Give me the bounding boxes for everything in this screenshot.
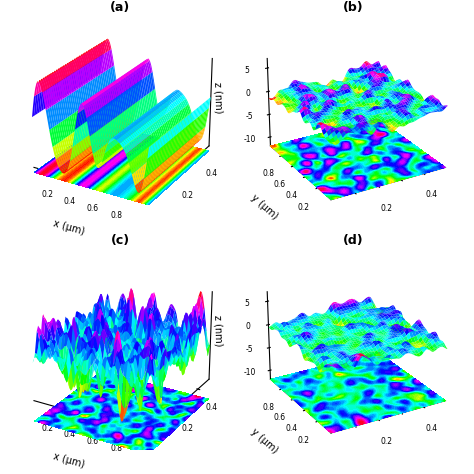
Title: (b): (b): [343, 1, 364, 14]
Title: (d): (d): [343, 235, 364, 247]
X-axis label: x (μm): x (μm): [52, 452, 85, 470]
Y-axis label: y (μm): y (μm): [249, 193, 280, 222]
Title: (a): (a): [110, 1, 131, 14]
Y-axis label: y (μm): y (μm): [249, 426, 280, 455]
X-axis label: x (μm): x (μm): [52, 219, 85, 237]
Title: (c): (c): [111, 235, 130, 247]
